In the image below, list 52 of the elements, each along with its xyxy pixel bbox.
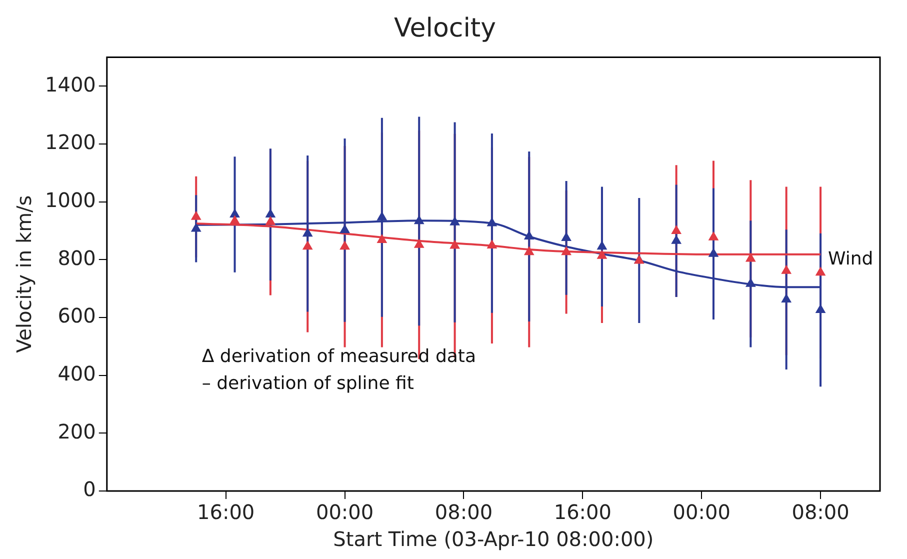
point bbox=[191, 211, 201, 220]
annotation: Δ derivation of measured data bbox=[202, 346, 476, 367]
point bbox=[266, 209, 276, 218]
x-axis-title: Start Time (03-Apr-10 08:00:00) bbox=[333, 527, 654, 552]
y-tick-label: 1400 bbox=[44, 72, 96, 96]
point bbox=[450, 216, 460, 226]
point bbox=[561, 246, 572, 256]
point bbox=[377, 234, 387, 243]
point bbox=[524, 246, 534, 256]
point bbox=[782, 265, 792, 274]
point bbox=[230, 216, 240, 224]
x-tick-label: 00:00 bbox=[316, 500, 374, 524]
point bbox=[746, 253, 756, 262]
point bbox=[302, 228, 312, 237]
point bbox=[597, 241, 607, 250]
point bbox=[230, 209, 240, 218]
point bbox=[597, 250, 607, 259]
x-tick-label: 08:00 bbox=[434, 500, 493, 524]
point bbox=[414, 216, 424, 224]
point bbox=[561, 232, 572, 241]
y-tick-label: 1200 bbox=[44, 130, 96, 154]
point bbox=[340, 241, 350, 250]
x-tick-label: 16:00 bbox=[554, 500, 612, 524]
point bbox=[487, 218, 497, 226]
point bbox=[671, 235, 682, 244]
point bbox=[524, 231, 534, 240]
x-tick-label: 00:00 bbox=[672, 500, 730, 524]
point bbox=[340, 224, 350, 234]
point bbox=[302, 241, 312, 250]
x-tick-label: 08:00 bbox=[792, 500, 850, 524]
point bbox=[414, 239, 424, 248]
point bbox=[708, 232, 718, 240]
y-tick-label: 200 bbox=[58, 419, 96, 444]
annotation: Wind bbox=[828, 248, 874, 270]
point bbox=[708, 248, 718, 257]
point bbox=[487, 240, 497, 248]
y-tick-label: 0 bbox=[83, 477, 96, 502]
point bbox=[450, 240, 460, 249]
point bbox=[377, 212, 387, 220]
point bbox=[266, 216, 276, 226]
y-axis-title: Velocity in km/s bbox=[12, 195, 36, 353]
point bbox=[191, 223, 201, 232]
point bbox=[746, 278, 756, 287]
point bbox=[782, 294, 792, 303]
y-tick-label: 800 bbox=[58, 246, 96, 270]
x-tick-label: 16:00 bbox=[197, 500, 255, 524]
chart-title: Velocity bbox=[394, 13, 496, 44]
y-tick-label: 600 bbox=[58, 304, 96, 328]
y-tick-label: 400 bbox=[58, 362, 96, 386]
y-tick-label: 1000 bbox=[44, 188, 96, 212]
annotation: – derivation of spline fit bbox=[202, 372, 414, 394]
point bbox=[671, 226, 682, 234]
